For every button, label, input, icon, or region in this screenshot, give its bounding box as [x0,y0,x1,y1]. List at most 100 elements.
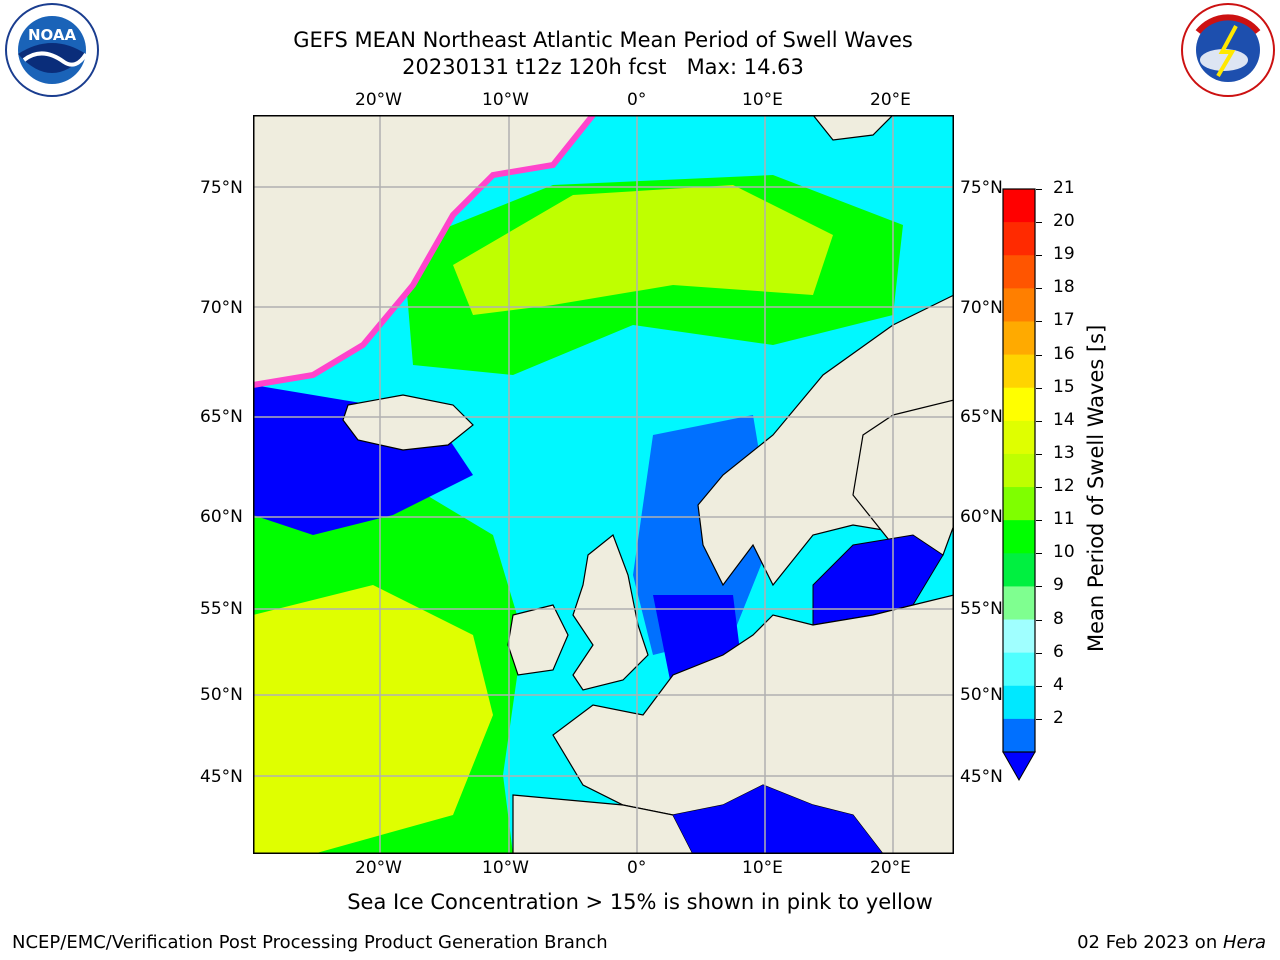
lat-label-right: 75°N [960,178,1003,198]
lon-label-top: 0° [627,90,647,110]
lon-label-bottom: 20°W [355,858,402,878]
colorbar-segment [1003,387,1035,422]
colorbar-tick-label: 11 [1053,509,1075,530]
lat-label-right: 45°N [960,767,1003,787]
colorbar-segment [1003,553,1035,587]
lon-label-top: 10°E [742,90,783,110]
swell-field-yellow-norwegian [453,185,833,315]
colorbar-tick-label: 9 [1053,575,1064,596]
colorbar-tick-label: 20 [1053,211,1075,232]
noaa-logo-text: NOAA [28,26,77,44]
colorbar-segment [1003,487,1035,521]
colorbar-segment [1003,321,1035,356]
colorbar-tick-label: 16 [1053,343,1075,364]
lat-label-left: 55°N [200,599,243,619]
colorbar-segment [1003,685,1035,720]
colorbar-segment [1003,652,1035,687]
great-britain-land [572,534,649,691]
colorbar-tick-mark [1036,321,1042,323]
colorbar-segment [1003,520,1035,554]
sea-ice-caption: Sea Ice Concentration > 15% is shown in … [347,890,933,914]
lat-label-left: 60°N [200,507,243,527]
colorbar-frame [1002,188,1036,753]
lat-label-left: 45°N [200,767,243,787]
lat-label-left: 70°N [200,298,243,318]
iceland-land [342,394,474,451]
svalbard-land [812,115,894,141]
colorbar-tick-label: 21 [1053,178,1075,198]
colorbar-label: Mean Period of Swell Waves [s] [1084,324,1108,652]
colorbar [1002,188,1036,782]
graticule [253,115,954,854]
colorbar-tick-label: 12 [1053,476,1075,497]
colorbar-segment [1003,586,1035,621]
footer-date: 02 Feb 2023 on Hera [1077,932,1266,953]
colorbar-tick-label: 2 [1053,707,1064,728]
colorbar-tick-mark [1036,619,1042,621]
lon-label-bottom: 20°E [870,858,911,878]
lon-label-bottom: 0° [627,858,647,878]
footer-date-text: 02 Feb 2023 on [1077,932,1223,953]
colorbar-tick-label: 17 [1053,310,1075,331]
lat-label-right: 50°N [960,685,1003,705]
colorbar-tick-mark [1036,652,1042,654]
colorbar-segment [1003,354,1035,389]
lat-label-right: 60°N [960,507,1003,527]
colorbar-tick-mark [1036,453,1042,455]
lon-label-top: 10°W [482,90,529,110]
swell-field-yellow-southwest [253,585,493,854]
colorbar-tick-mark [1036,520,1042,522]
lat-label-right: 55°N [960,599,1003,619]
colorbar-segment [1003,189,1035,223]
lon-label-bottom: 10°W [482,858,529,878]
mediterranean-sea [673,785,883,854]
lat-label-left: 75°N [200,178,243,198]
colorbar-tick-mark [1036,586,1042,588]
colorbar-tick-label: 18 [1053,277,1075,298]
colorbar-tick-label: 13 [1053,442,1075,463]
footer-credit: NCEP/EMC/Verification Post Processing Pr… [12,932,608,953]
lon-label-top: 20°E [870,90,911,110]
lon-label-top: 20°W [355,90,402,110]
sea-ice-edge [253,115,596,388]
colorbar-tick-label: 6 [1053,641,1064,662]
colorbar-tick-mark [1036,354,1042,356]
ireland-land [507,604,569,676]
lon-label-bottom: 10°E [742,858,783,878]
colorbar-tick-label: 4 [1053,674,1064,695]
colorbar-segment [1003,453,1035,488]
continental-europe-land [552,594,954,854]
map-frame [253,115,954,854]
lat-label-left: 65°N [200,407,243,427]
colorbar-tick-mark [1036,222,1042,224]
colorbar-tick-label: 8 [1053,608,1064,629]
lat-label-right: 65°N [960,407,1003,427]
colorbar-segment [1003,255,1035,289]
colorbar-tick-mark [1036,387,1042,389]
colorbar-tick-label: 15 [1053,376,1075,397]
colorbar-tick-mark [1036,189,1042,190]
colorbar-tick-label: 14 [1053,409,1075,430]
colorbar-segment [1003,718,1035,753]
national-weather-service-logo [1181,3,1275,97]
colorbar-extend-triangle [1002,751,1036,782]
colorbar-tick-mark [1036,487,1042,489]
colorbar-segment [1003,222,1035,256]
noaa-logo: NOAA [5,3,99,97]
colorbar-tick-mark [1036,685,1042,687]
colorbar-segment [1003,619,1035,654]
colorbar-tick-label: 19 [1053,244,1075,265]
colorbar-tick-mark [1036,718,1042,720]
colorbar-segment [1003,420,1035,455]
lat-label-right: 70°N [960,298,1003,318]
footer-host: Hera [1222,932,1266,953]
lat-label-left: 50°N [200,685,243,705]
colorbar-tick-mark [1036,255,1042,257]
colorbar-tick-mark [1036,420,1042,422]
swell-period-map [253,115,954,854]
colorbar-tick-mark [1036,553,1042,555]
colorbar-segment [1003,288,1035,322]
colorbar-tick-mark [1036,288,1042,290]
colorbar-tick-label: 10 [1053,542,1075,563]
map-title: GEFS MEAN Northeast Atlantic Mean Period… [293,28,913,52]
